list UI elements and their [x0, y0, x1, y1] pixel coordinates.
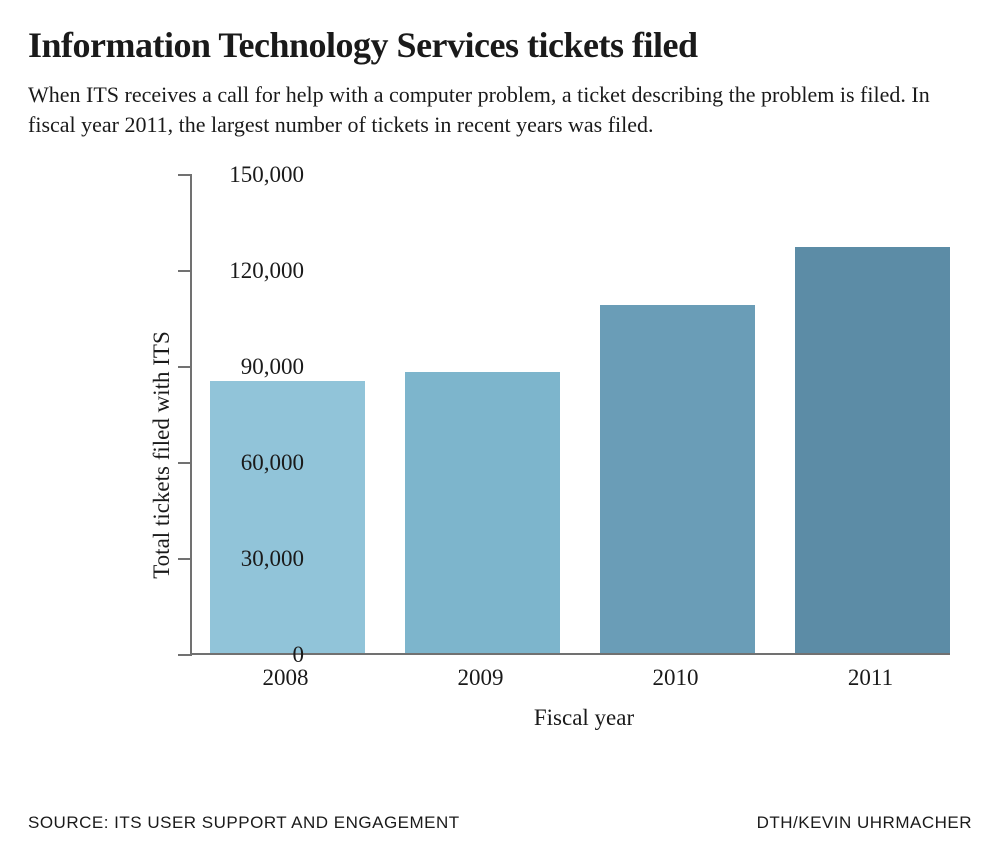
chart-footer: SOURCE: ITS USER SUPPORT AND ENGAGEMENT …	[28, 813, 972, 833]
bar	[600, 305, 755, 654]
y-tick	[178, 174, 192, 176]
y-tick	[178, 654, 192, 656]
y-tick-label: 30,000	[241, 546, 304, 572]
x-tick-label: 2011	[848, 665, 893, 691]
plot-area	[190, 175, 950, 655]
x-axis-label: Fiscal year	[534, 705, 634, 731]
y-tick	[178, 366, 192, 368]
chart-subtitle: When ITS receives a call for help with a…	[28, 80, 972, 139]
y-tick	[178, 270, 192, 272]
source-text: SOURCE: ITS USER SUPPORT AND ENGAGEMENT	[28, 813, 460, 833]
y-tick-label: 60,000	[241, 450, 304, 476]
x-tick-label: 2010	[653, 665, 699, 691]
y-tick-label: 90,000	[241, 354, 304, 380]
x-tick-label: 2009	[458, 665, 504, 691]
bar	[210, 381, 365, 653]
x-tick-label: 2008	[263, 665, 309, 691]
y-axis-label: Total tickets filed with ITS	[149, 332, 175, 580]
chart-title: Information Technology Services tickets …	[28, 24, 972, 66]
y-tick-label: 150,000	[229, 162, 304, 188]
y-tick-label: 120,000	[229, 258, 304, 284]
bar	[795, 247, 950, 653]
credit-text: DTH/KEVIN UHRMACHER	[757, 813, 972, 833]
chart-container: Total tickets filed with ITS Fiscal year…	[98, 175, 978, 735]
y-tick	[178, 462, 192, 464]
bar	[405, 372, 560, 654]
y-tick	[178, 558, 192, 560]
